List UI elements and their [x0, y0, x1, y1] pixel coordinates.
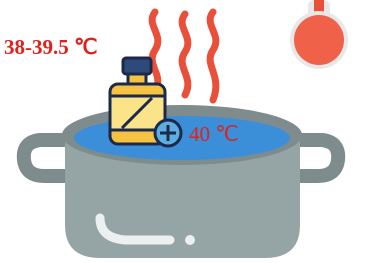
handle-left [24, 140, 72, 176]
vial-cap [123, 58, 151, 74]
thermometer-bulb [294, 15, 344, 65]
steam-line [152, 12, 158, 90]
pot-shine-dot [185, 235, 195, 245]
illustration: 38-39.5 ℃ 40 ℃ [0, 0, 366, 263]
steam-line [210, 12, 216, 100]
water [74, 116, 290, 160]
water-temperature: 40 ℃ [189, 122, 239, 146]
thermometer [290, 0, 348, 69]
temperature-range: 38-39.5 ℃ [4, 35, 98, 59]
vial [110, 58, 181, 146]
steam-line [182, 14, 188, 95]
